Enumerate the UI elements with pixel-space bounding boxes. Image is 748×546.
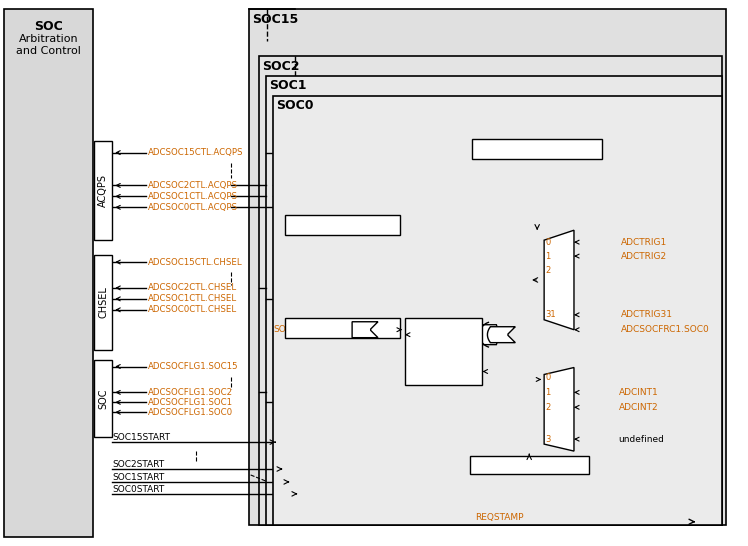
Text: CHSEL: CHSEL xyxy=(99,286,108,318)
Bar xyxy=(94,141,112,240)
Bar xyxy=(259,56,723,525)
Text: ADCSOC0CTL.TRIGSEL: ADCSOC0CTL.TRIGSEL xyxy=(488,144,586,153)
Text: ADCSOC0CTL.CHSEL: ADCSOC0CTL.CHSEL xyxy=(298,323,387,332)
Text: 2: 2 xyxy=(545,403,551,412)
Text: ADCTRIG1: ADCTRIG1 xyxy=(621,238,667,247)
Text: ADCSOC0CTL.ACQPS: ADCSOC0CTL.ACQPS xyxy=(297,221,387,230)
Text: Set: Set xyxy=(435,325,452,335)
Polygon shape xyxy=(352,322,378,337)
Text: SOC1: SOC1 xyxy=(269,80,307,92)
Bar xyxy=(473,139,602,158)
Text: SOC0START: SOC0START xyxy=(112,485,165,494)
Text: ADCSOC2CTL.ACQPS: ADCSOC2CTL.ACQPS xyxy=(148,181,238,190)
Text: ADCSOC15CTL.CHSEL: ADCSOC15CTL.CHSEL xyxy=(148,258,243,266)
Text: and Control: and Control xyxy=(16,46,81,56)
Bar xyxy=(4,9,93,537)
Text: SOC: SOC xyxy=(99,388,108,408)
Text: SOC0: SOC0 xyxy=(277,99,314,112)
Text: SOC2START: SOC2START xyxy=(112,460,165,469)
Text: ADCSOC1CTL.CHSEL: ADCSOC1CTL.CHSEL xyxy=(148,294,237,304)
Text: SOC15: SOC15 xyxy=(253,13,299,26)
Text: SOCOVF: SOCOVF xyxy=(273,325,310,334)
Text: Latch: Latch xyxy=(430,347,457,357)
Text: ADCSOCFLG1.SOC15: ADCSOCFLG1.SOC15 xyxy=(148,362,239,371)
Text: undefined: undefined xyxy=(619,435,665,444)
Bar xyxy=(248,9,726,525)
Bar xyxy=(405,318,482,385)
Text: ADCSOC1CTL.ACQPS: ADCSOC1CTL.ACQPS xyxy=(148,192,238,201)
Bar xyxy=(286,215,400,235)
Text: 1: 1 xyxy=(545,388,551,397)
Text: Clear: Clear xyxy=(431,366,456,377)
Bar xyxy=(266,76,723,525)
Text: ADCSOC0CTL.ACQPS: ADCSOC0CTL.ACQPS xyxy=(148,203,238,212)
Bar xyxy=(286,318,400,337)
Text: SOC2: SOC2 xyxy=(263,60,300,73)
Text: ADCSOCFLG1.SOC2: ADCSOCFLG1.SOC2 xyxy=(148,388,233,397)
Text: SOC1START: SOC1START xyxy=(112,473,165,482)
Bar xyxy=(94,255,112,349)
Polygon shape xyxy=(488,327,515,343)
Polygon shape xyxy=(544,367,574,451)
Text: 1: 1 xyxy=(545,252,551,260)
Polygon shape xyxy=(544,230,574,330)
Text: ADCSOCFLG1.SOC0: ADCSOCFLG1.SOC0 xyxy=(148,408,233,417)
Text: ADCINT2: ADCINT2 xyxy=(619,403,658,412)
Text: ADCTRIG31: ADCTRIG31 xyxy=(621,310,672,319)
Text: ADCSOCFRC1.SOC0: ADCSOCFRC1.SOC0 xyxy=(621,325,710,334)
Text: REQSTAMP: REQSTAMP xyxy=(475,513,524,522)
Text: 3: 3 xyxy=(545,435,551,444)
Text: SOC15START: SOC15START xyxy=(112,433,171,442)
Text: SOC: SOC xyxy=(34,20,63,33)
Text: ADCINTSOCSEL1.SOC0: ADCINTSOCSEL1.SOC0 xyxy=(481,460,577,470)
Bar xyxy=(470,456,589,474)
Text: ADCSOC2CTL.CHSEL: ADCSOC2CTL.CHSEL xyxy=(148,283,237,293)
Polygon shape xyxy=(479,325,500,345)
Text: ADCSOC15CTL.ACQPS: ADCSOC15CTL.ACQPS xyxy=(148,148,244,157)
Text: ADCTRIG2: ADCTRIG2 xyxy=(621,252,667,260)
Text: ADCSOCFLG1.SOC1: ADCSOCFLG1.SOC1 xyxy=(148,398,233,407)
Text: 2: 2 xyxy=(545,265,551,275)
Text: 0: 0 xyxy=(545,238,551,247)
Text: 31: 31 xyxy=(545,310,556,319)
Text: ADCINT1: ADCINT1 xyxy=(619,388,658,397)
Bar xyxy=(272,96,723,525)
Text: Arbitration: Arbitration xyxy=(19,34,79,44)
Text: ADCSOC0CTL.CHSEL: ADCSOC0CTL.CHSEL xyxy=(148,305,237,314)
Bar xyxy=(94,360,112,437)
Text: ACQPS: ACQPS xyxy=(99,174,108,207)
Text: 0: 0 xyxy=(545,373,551,382)
